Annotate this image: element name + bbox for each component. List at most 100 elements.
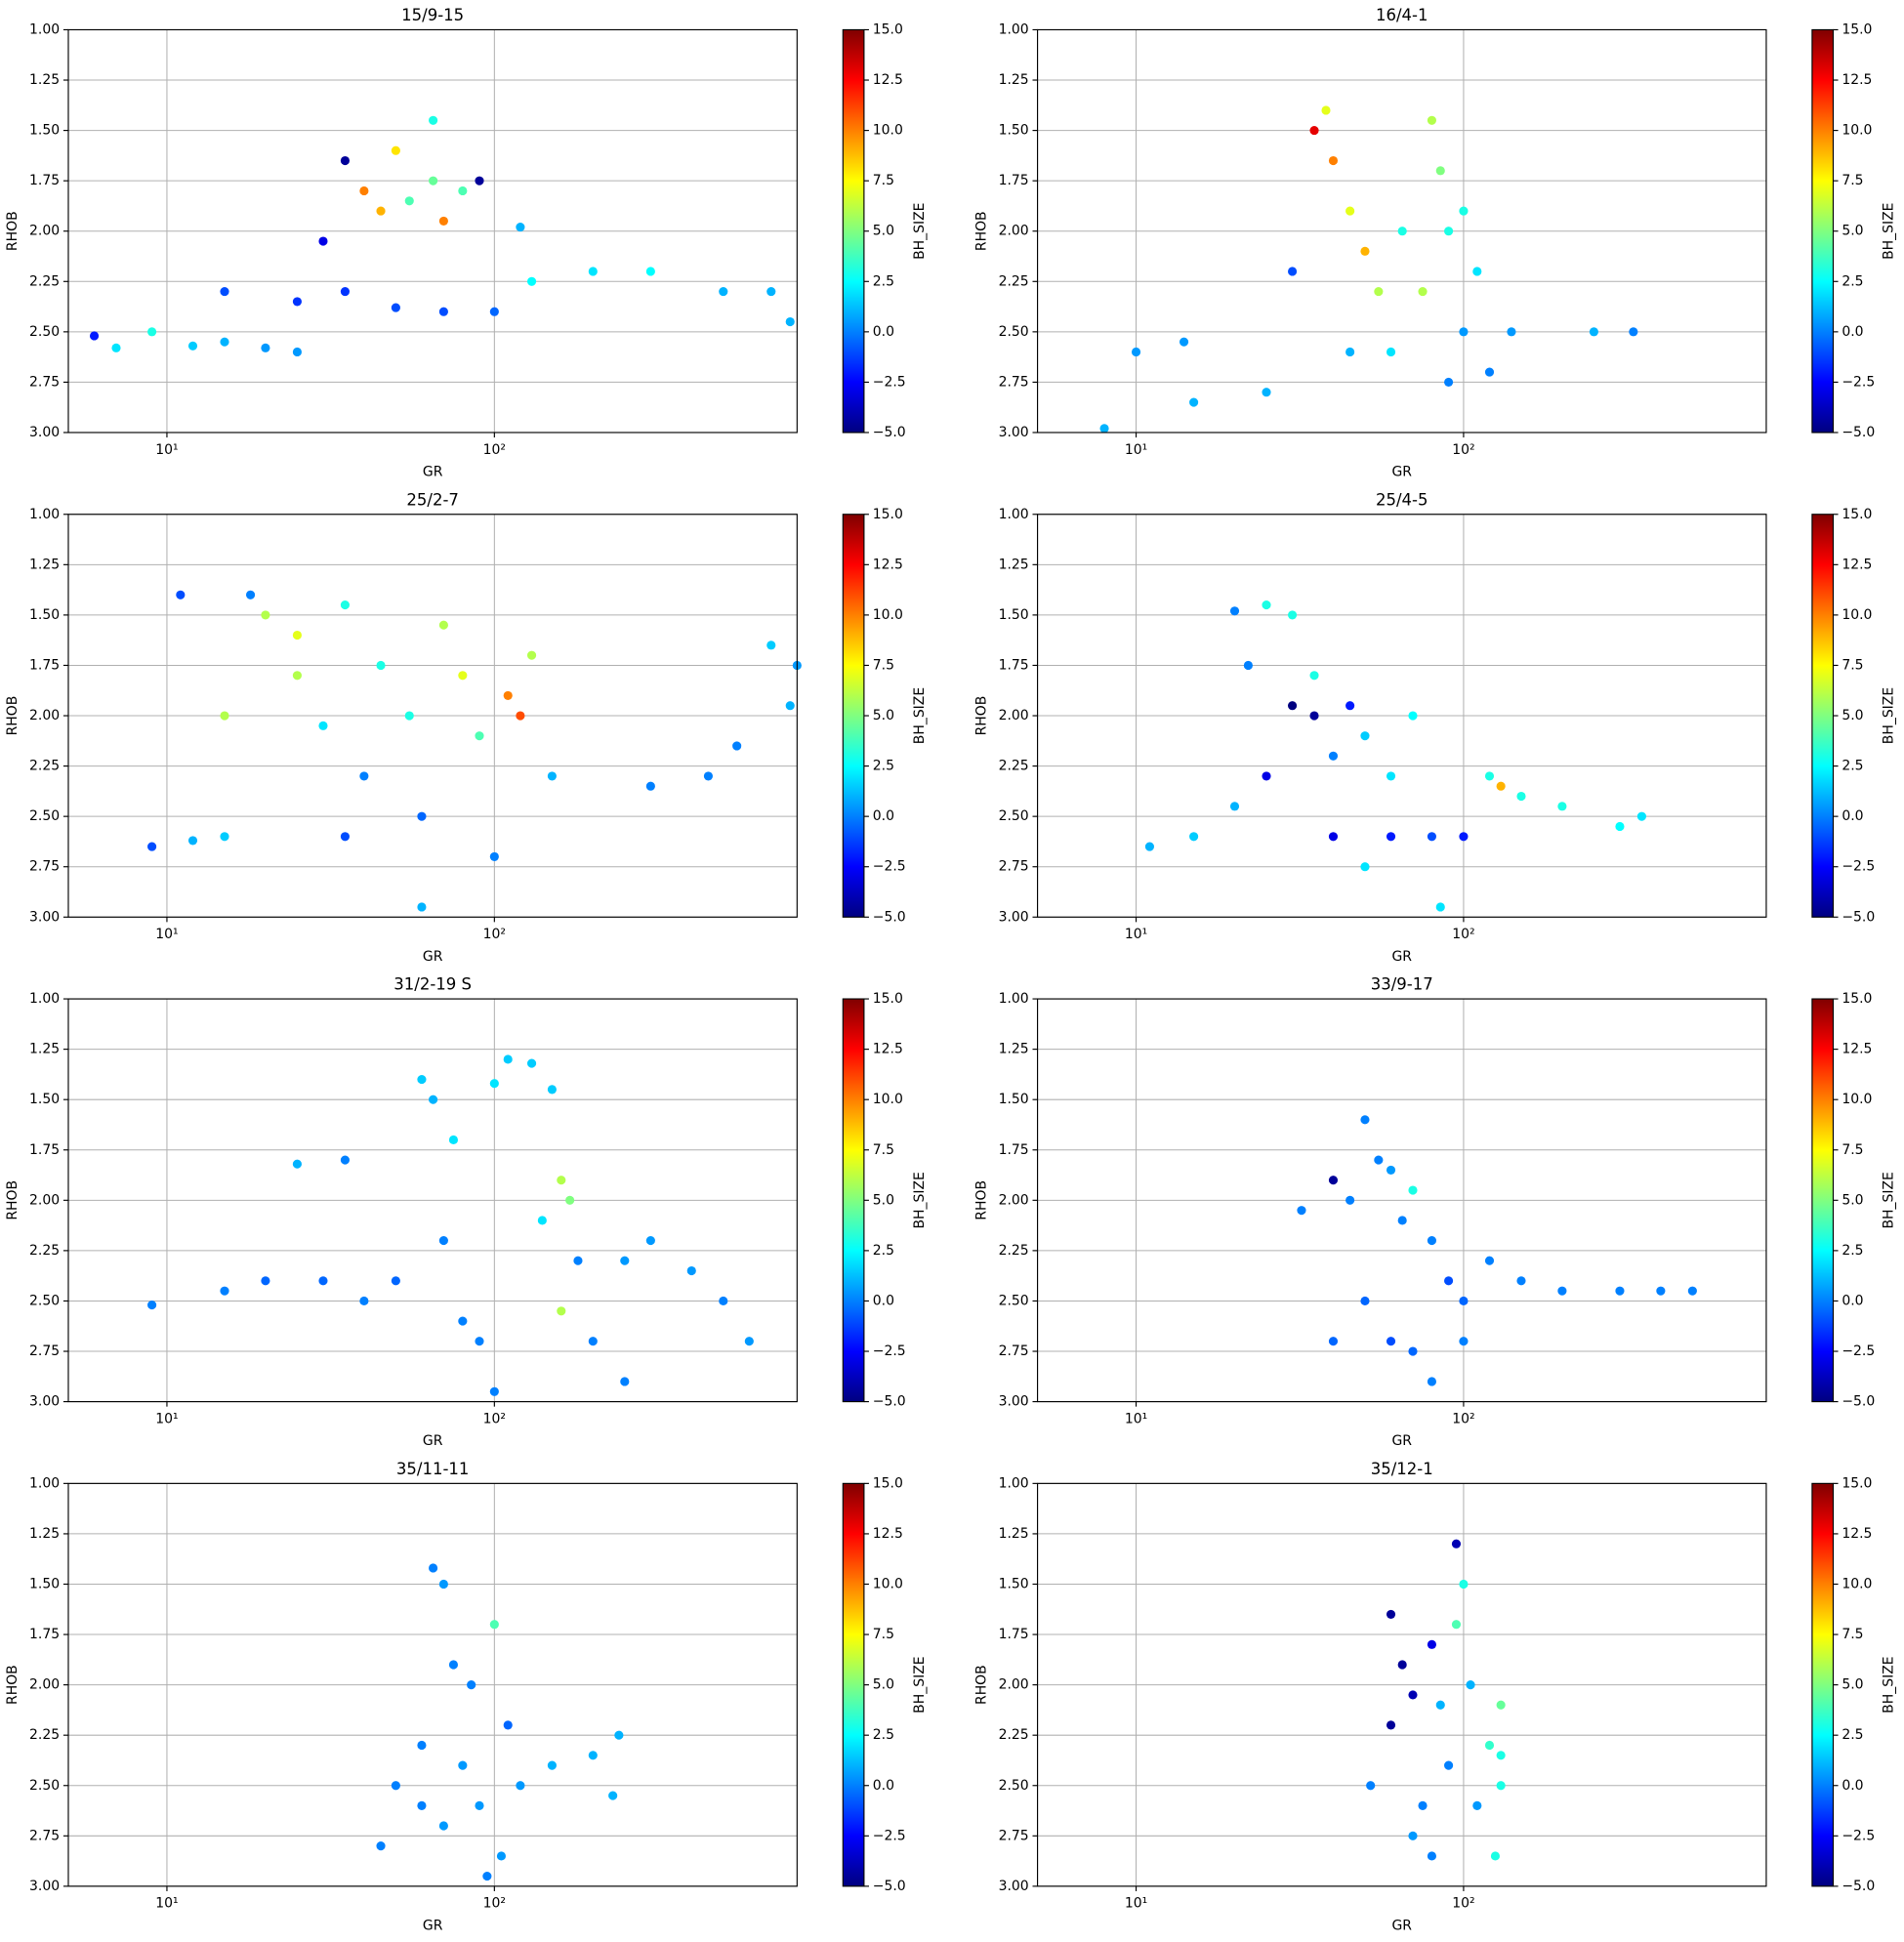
y-tick-label: 2.00	[29, 708, 60, 723]
colorbar-label: BH_SIZE	[912, 1656, 928, 1713]
axes-frame	[1037, 998, 1767, 1403]
subplot: 25/4-5GRRHOB1.001.251.501.752.002.252.50…	[973, 490, 1896, 965]
point	[1418, 287, 1428, 297]
subplot: 25/2-7GRRHOB1.001.251.501.752.002.252.50…	[5, 490, 928, 965]
colorbar-tick-label: 10.0	[873, 1576, 903, 1591]
point	[1262, 600, 1271, 610]
colorbar	[1811, 999, 1834, 1402]
colorbar-tick-label: 5.0	[1842, 708, 1863, 723]
point	[89, 331, 100, 341]
x-tick-label: 10²	[483, 1896, 506, 1912]
y-tick-label: 2.50	[999, 324, 1029, 340]
point	[1516, 791, 1526, 802]
colorbar-label: BH_SIZE	[1882, 1656, 1897, 1713]
point	[785, 316, 795, 327]
y-tick-label: 3.00	[29, 1879, 60, 1894]
y-tick-label: 3.00	[999, 909, 1029, 925]
colorbar	[1811, 29, 1834, 433]
point	[1262, 388, 1271, 397]
colorbar-tick-label: 2.5	[873, 759, 894, 774]
y-tick-label: 2.75	[999, 374, 1029, 390]
point	[1179, 337, 1189, 347]
point	[376, 1841, 386, 1851]
subplot-title: 25/2-7	[406, 490, 459, 509]
point	[359, 186, 369, 196]
y-axis-label: RHOB	[973, 211, 989, 251]
colorbar-label: BH_SIZE	[1882, 687, 1897, 744]
point	[1557, 802, 1567, 811]
colorbar-tick-label: −2.5	[873, 1343, 906, 1359]
point	[516, 711, 525, 721]
y-tick-label: 3.00	[29, 1394, 60, 1410]
point	[187, 341, 198, 351]
point	[1386, 1165, 1396, 1175]
x-axis-label: GR	[423, 1918, 443, 1933]
y-tick-label: 2.25	[999, 759, 1029, 774]
point	[645, 781, 655, 791]
axes-frame	[67, 28, 798, 434]
point	[1435, 1700, 1445, 1710]
colorbar-tick-label: 0.0	[1842, 1293, 1863, 1308]
y-tick-label: 1.75	[999, 173, 1029, 188]
y-tick-label: 1.75	[29, 657, 60, 673]
y-tick-label: 2.50	[999, 1778, 1029, 1794]
y-tick-label: 3.00	[29, 425, 60, 440]
point	[340, 287, 350, 297]
subplot: 35/11-11 GR RHOB 1.00 1.25 1.50 1.75 2.00 2.25 2.…	[5, 1460, 928, 1934]
y-tick-label: 1.00	[999, 21, 1029, 37]
point	[1408, 1346, 1418, 1356]
point	[526, 650, 537, 660]
point	[732, 741, 742, 751]
subplot: 35/12-1 GR RHOB 1.00 1.25 1.50 1.75 2.00 2.25 2.5…	[973, 1460, 1896, 1934]
x-tick-label: 10¹	[1125, 1896, 1147, 1912]
point	[458, 186, 468, 196]
colorbar-tick-label: −5.0	[1842, 425, 1875, 440]
colorbar-tick-label: 10.0	[873, 607, 903, 623]
y-tick-label: 1.25	[29, 1042, 60, 1057]
point	[292, 347, 302, 357]
point	[359, 1296, 369, 1306]
y-tick-label: 2.75	[999, 1343, 1029, 1359]
colorbar-tick-label: 12.5	[1842, 72, 1872, 88]
colorbar-tick-label: 0.0	[873, 808, 894, 824]
x-tick-label: 10¹	[1125, 927, 1147, 942]
point	[503, 1054, 513, 1064]
axes-frame	[1037, 28, 1767, 434]
point	[557, 1176, 566, 1185]
colorbar	[1811, 514, 1834, 918]
point	[1427, 1639, 1437, 1649]
point	[429, 1563, 438, 1573]
point	[1229, 606, 1240, 616]
x-axis-label: GR	[1391, 465, 1412, 480]
colorbar	[843, 514, 864, 918]
point	[417, 811, 427, 821]
point	[1427, 1236, 1437, 1246]
point	[1131, 347, 1141, 357]
point	[1328, 832, 1339, 842]
y-tick-label: 2.75	[999, 1828, 1029, 1843]
point	[1287, 267, 1298, 276]
point	[1144, 842, 1154, 851]
point	[1451, 1620, 1462, 1630]
y-tick-label: 1.00	[29, 991, 60, 1007]
y-tick-label: 1.75	[29, 1627, 60, 1642]
colorbar-tick-label: −5.0	[873, 1879, 906, 1894]
point	[1189, 832, 1199, 842]
colorbar-label: BH_SIZE	[912, 687, 928, 744]
y-tick-label: 1.00	[999, 991, 1029, 1007]
axes-frame	[67, 1482, 798, 1887]
point	[1484, 1256, 1495, 1265]
point	[475, 1800, 484, 1810]
x-axis-label: GR	[1391, 1433, 1412, 1449]
point	[261, 343, 270, 352]
y-tick-label: 2.00	[999, 224, 1029, 239]
point	[1615, 1286, 1625, 1296]
point	[359, 771, 369, 781]
point	[261, 1276, 270, 1286]
point	[1687, 1286, 1697, 1296]
x-tick-label: 10¹	[155, 927, 178, 942]
y-axis-label: RHOB	[973, 696, 989, 736]
colorbar-tick-label: 7.5	[873, 1627, 894, 1642]
point	[475, 731, 484, 741]
colorbar-tick-label: 15.0	[873, 21, 903, 37]
